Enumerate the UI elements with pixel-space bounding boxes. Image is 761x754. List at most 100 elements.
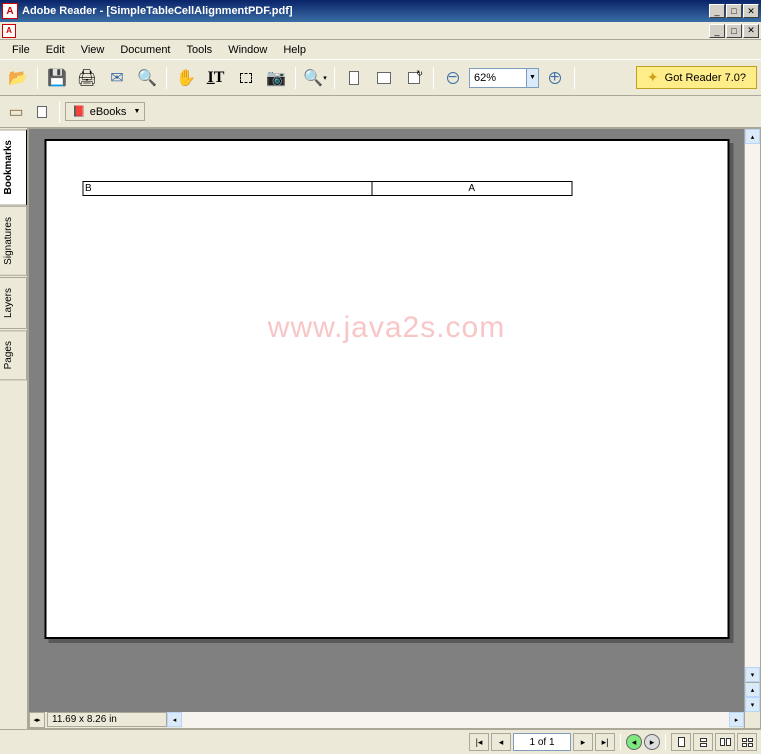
tab-signatures[interactable]: Signatures (0, 206, 27, 276)
fit-width-button[interactable] (370, 64, 398, 92)
promo-label: Got Reader 7.0? (665, 72, 746, 84)
next-view-button[interactable]: ▸ (644, 734, 660, 750)
minimize-button[interactable]: _ (709, 4, 725, 18)
last-page-button[interactable]: ▸| (595, 733, 615, 751)
rotate-icon: ↻ (408, 72, 420, 84)
save-button[interactable]: 💾 (43, 64, 71, 92)
separator (665, 734, 666, 750)
separator (620, 734, 621, 750)
statusbar: |◂ ◂ ▸ ▸| ◂ ▸ (0, 729, 761, 754)
hand-icon: ✋ (176, 68, 196, 88)
continuous-facing-button[interactable] (737, 733, 757, 751)
window-controls: _ □ ✕ (709, 4, 759, 18)
pdf-page: B A www.java2s.com (44, 139, 729, 639)
facing-icon (720, 738, 731, 746)
toolbar-main: 📂 💾 🖨 ✉ 🔍 ✋ I̲T 📷 🔍▾ ↻ − ▼ + ✦ Got Reade… (0, 60, 761, 96)
ebooks-button[interactable]: 📕 eBooks ▼ (65, 102, 145, 121)
zoom-in-plus-button[interactable]: + (541, 64, 569, 92)
document-table: B A (82, 181, 572, 196)
separator (334, 67, 335, 89)
menu-tools[interactable]: Tools (179, 42, 221, 58)
bottom-scroll-row: ◂▸ 11.69 x 8.26 in ◂ ▸ (29, 712, 760, 728)
fit-page-icon (349, 71, 359, 85)
zoom-in-icon: 🔍 (303, 68, 323, 88)
zoom-field-wrap: ▼ (469, 68, 539, 88)
fit-page-button[interactable] (340, 64, 368, 92)
page-down-button[interactable]: ▾ (745, 697, 760, 712)
prev-view-button[interactable]: ◂ (626, 734, 642, 750)
camera-icon: 📷 (266, 68, 286, 88)
menu-file[interactable]: File (4, 42, 38, 58)
separator (295, 67, 296, 89)
maximize-button[interactable]: □ (726, 4, 742, 18)
separator (433, 67, 434, 89)
zoom-in-button[interactable]: 🔍▾ (301, 64, 329, 92)
scroll-up-button[interactable]: ▴ (745, 129, 760, 144)
menu-help[interactable]: Help (275, 42, 314, 58)
promo-button[interactable]: ✦ Got Reader 7.0? (636, 66, 757, 89)
menubar: File Edit View Document Tools Window Hel… (0, 40, 761, 60)
mail-icon: ✉ (110, 68, 123, 88)
tab-layers[interactable]: Layers (0, 277, 27, 329)
open-button[interactable]: 📂 (4, 64, 32, 92)
text-reflow-button[interactable] (30, 100, 54, 124)
menu-edit[interactable]: Edit (38, 42, 73, 58)
separator (59, 101, 60, 123)
mdi-maximize-button[interactable]: □ (726, 24, 742, 38)
page-number-input[interactable] (513, 733, 571, 751)
scroll-track-h[interactable] (182, 712, 729, 728)
mdi-close-button[interactable]: ✕ (743, 24, 759, 38)
separator (37, 67, 38, 89)
first-page-button[interactable]: |◂ (469, 733, 489, 751)
tab-pages[interactable]: Pages (0, 330, 27, 380)
menu-view[interactable]: View (73, 42, 113, 58)
tab-bookmarks[interactable]: Bookmarks (0, 129, 27, 205)
zoom-dropdown-button[interactable]: ▼ (526, 69, 538, 87)
facing-button[interactable] (715, 733, 735, 751)
menu-document[interactable]: Document (112, 42, 178, 58)
menu-window[interactable]: Window (220, 42, 275, 58)
badge-icon: ✦ (647, 69, 659, 86)
email-button[interactable]: ✉ (103, 64, 131, 92)
search-button[interactable]: 🔍 (133, 64, 161, 92)
text-select-button[interactable]: I̲T (202, 64, 230, 92)
side-tabs: Bookmarks Signatures Layers Pages (0, 128, 28, 729)
select-button[interactable] (232, 64, 260, 92)
cell-b: B (83, 182, 372, 196)
collapse-pane-button[interactable]: ◂▸ (29, 712, 45, 728)
zoom-out-button[interactable]: − (439, 64, 467, 92)
print-button[interactable]: 🖨 (73, 64, 101, 92)
doc-icon: A (2, 24, 16, 38)
scroll-left-button[interactable]: ◂ (167, 712, 182, 727)
scroll-right-button[interactable]: ▸ (729, 712, 744, 727)
continuous-icon (700, 738, 707, 747)
reading-mode-button[interactable]: ▭ (4, 100, 28, 124)
page-icon (37, 106, 47, 118)
mdi-bar: A _ □ ✕ (0, 22, 761, 40)
scroll-track[interactable] (745, 144, 760, 667)
prev-page-button[interactable]: ◂ (491, 733, 511, 751)
scrollbar-vertical[interactable]: ▴ ▾ ▴ ▾ (744, 129, 760, 712)
folder-icon: 📂 (8, 68, 28, 88)
rotate-button[interactable]: ↻ (400, 64, 428, 92)
minus-icon: − (447, 72, 459, 84)
hand-tool-button[interactable]: ✋ (172, 64, 200, 92)
mdi-minimize-button[interactable]: _ (709, 24, 725, 38)
continuous-facing-icon (742, 738, 753, 747)
page-dimensions: 11.69 x 8.26 in (47, 712, 167, 727)
printer-icon: 🖨 (77, 68, 97, 88)
scroll-down-button[interactable]: ▾ (745, 667, 760, 682)
book-icon: ▭ (8, 102, 23, 122)
toolbar-secondary: ▭ 📕 eBooks ▼ (0, 96, 761, 128)
chevron-down-icon: ▼ (133, 108, 140, 115)
single-page-button[interactable] (671, 733, 691, 751)
page-up-button[interactable]: ▴ (745, 682, 760, 697)
titlebar: A Adobe Reader - [SimpleTableCellAlignme… (0, 0, 761, 22)
close-button[interactable]: ✕ (743, 4, 759, 18)
window-title: Adobe Reader - [SimpleTableCellAlignment… (22, 5, 709, 17)
next-page-button[interactable]: ▸ (573, 733, 593, 751)
watermark: www.java2s.com (268, 311, 505, 345)
snapshot-button[interactable]: 📷 (262, 64, 290, 92)
continuous-button[interactable] (693, 733, 713, 751)
document-viewport[interactable]: B A www.java2s.com (29, 129, 744, 712)
